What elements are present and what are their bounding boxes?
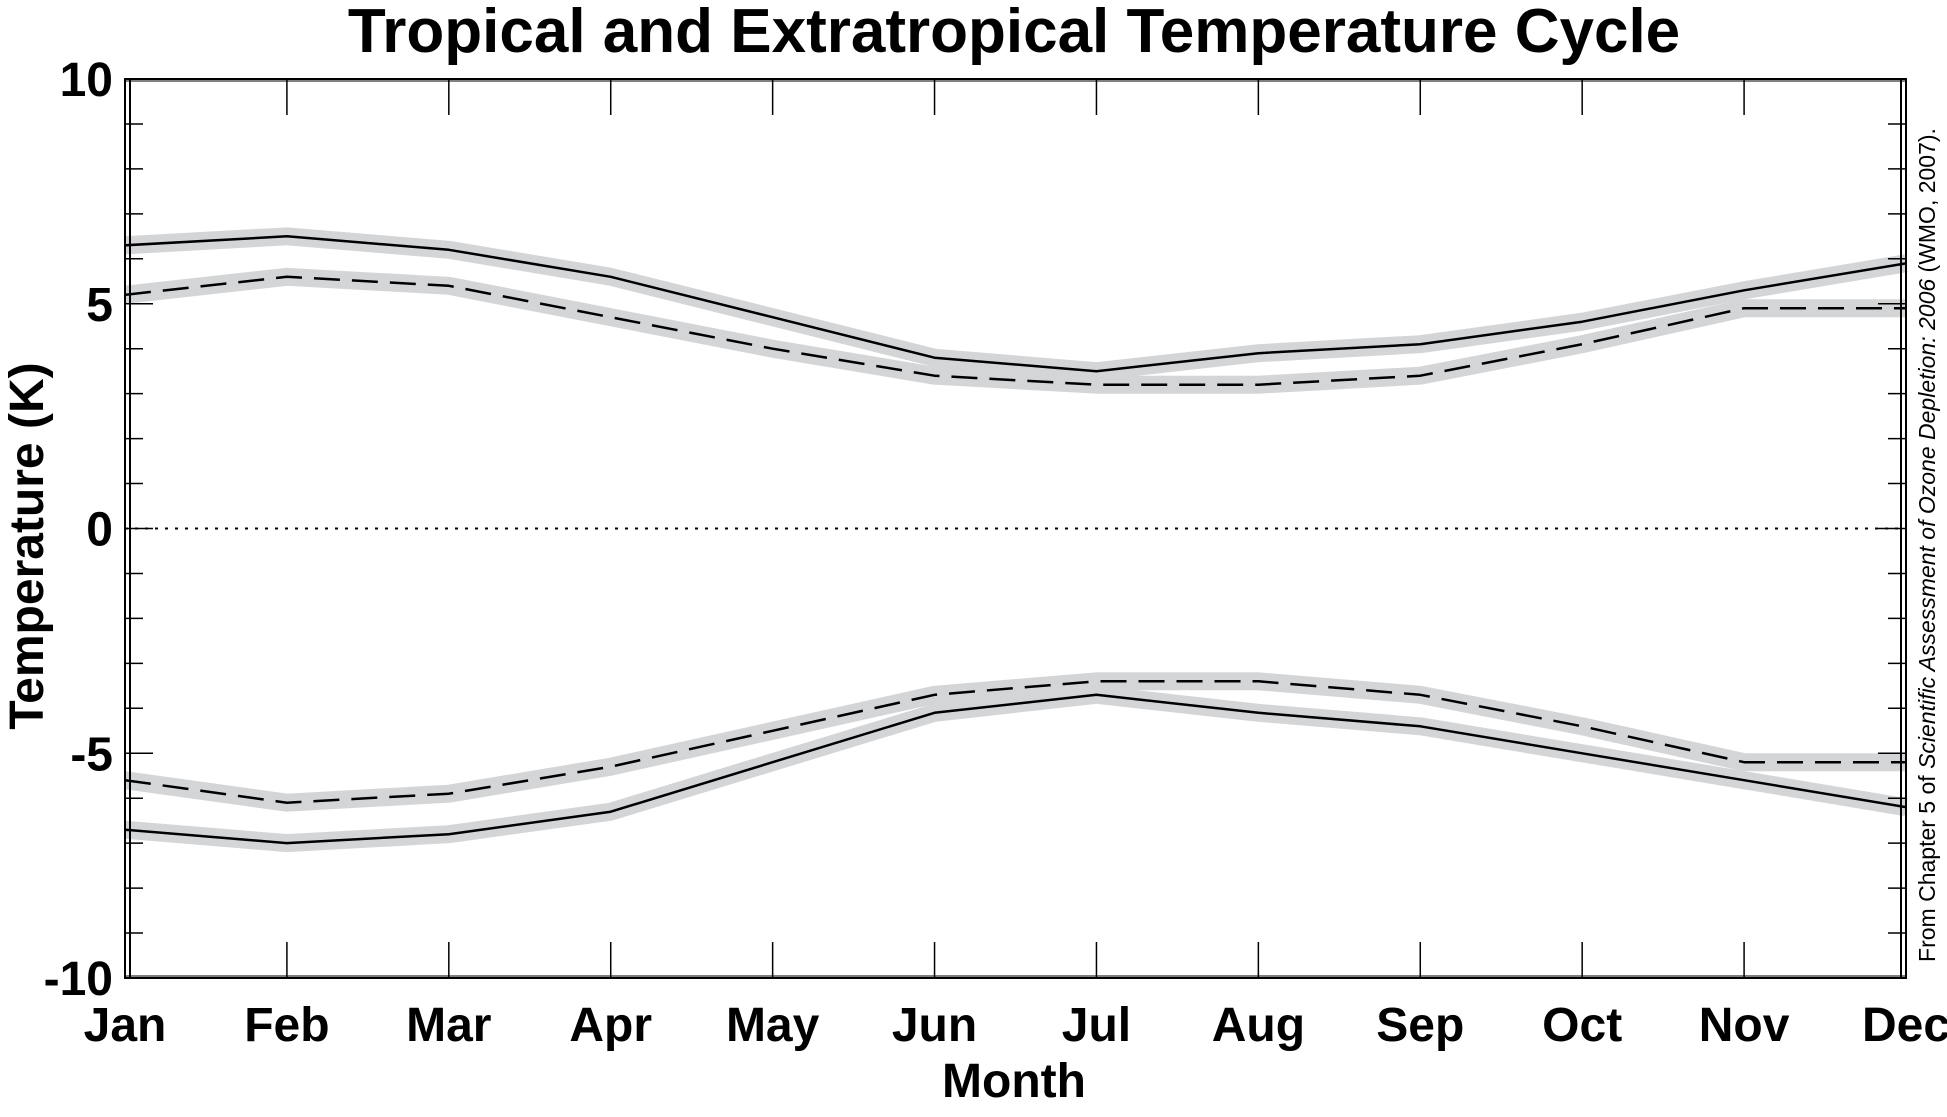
x-tick-label: Jun — [892, 999, 977, 1052]
x-tick-label: Aug — [1212, 999, 1305, 1052]
x-tick-label: May — [726, 999, 820, 1052]
source-credit: From Chapter 5 of Scientific Assessment … — [1914, 128, 1940, 962]
y-axis-title: Temperature (K) — [1, 362, 54, 729]
series-3-line — [124, 693, 1907, 845]
chart-title: Tropical and Extratropical Temperature C… — [348, 0, 1680, 66]
x-tick-label: Nov — [1699, 999, 1790, 1052]
series-bands — [123, 227, 1908, 853]
x-tick-label: Dec — [1862, 999, 1947, 1052]
series-3-band — [124, 685, 1908, 853]
series-4-line — [124, 680, 1906, 804]
x-tick-label: Oct — [1542, 999, 1622, 1052]
y-tick-label: 0 — [86, 504, 113, 557]
x-tick-label: Mar — [406, 999, 491, 1052]
y-tick-label: -10 — [44, 953, 113, 1006]
y-tick-label: 5 — [86, 279, 113, 332]
x-tick-label: Jul — [1062, 999, 1131, 1052]
y-tick-label: -5 — [70, 728, 113, 781]
series-2-line — [124, 275, 1906, 386]
series-lines — [124, 235, 1907, 845]
series-1-line — [124, 235, 1907, 373]
series-1-band — [124, 227, 1908, 381]
x-ticks: Jan Feb Mar Apr May Jun Jul Aug Sep Oct Nov Dec — [84, 79, 1947, 1052]
x-axis-title: Month — [942, 1055, 1086, 1108]
y-tick-label: 10 — [60, 54, 113, 107]
x-tick-label: Sep — [1376, 999, 1464, 1052]
x-tick-label: Jan — [84, 999, 167, 1052]
y-ticks: -10 -5 0 5 10 — [44, 54, 1906, 1006]
x-tick-label: Apr — [569, 999, 652, 1052]
x-tick-label: Feb — [244, 999, 329, 1052]
